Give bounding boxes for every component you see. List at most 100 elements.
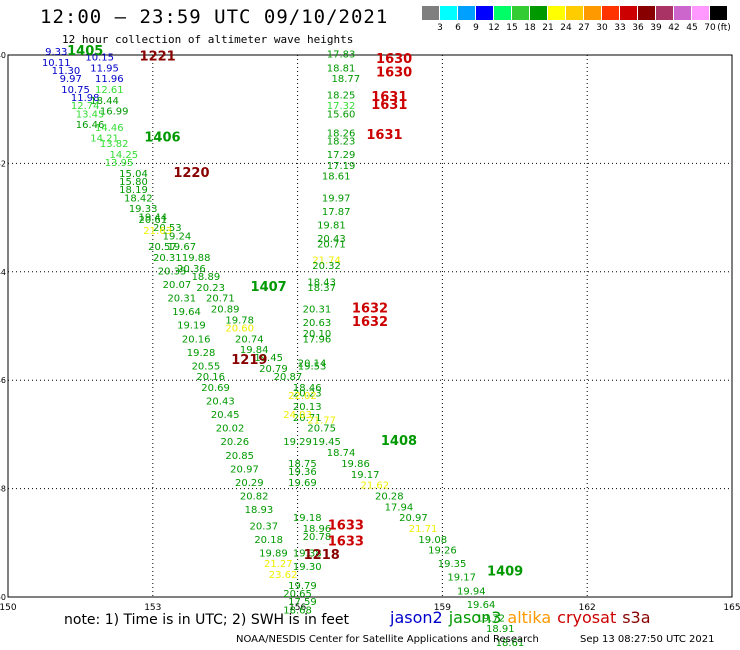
wave-height-label: 13.45 <box>76 109 105 120</box>
lat-tick-label: 40 <box>0 51 6 60</box>
pass-time-label: 1218 <box>304 548 340 563</box>
wave-height-label: 14.21 <box>90 134 119 145</box>
color-scale-label: 9 <box>473 23 479 33</box>
wave-height-label: 16.99 <box>100 107 129 118</box>
wave-height-label: 18.26 <box>327 128 356 139</box>
wave-height-label: 19.17 <box>447 573 476 584</box>
wave-height-label: 20.61 <box>138 215 167 226</box>
wave-height-label: 16.46 <box>76 120 105 131</box>
wave-height-label: 19.86 <box>341 459 370 470</box>
wave-height-label: 19.30 <box>293 562 322 573</box>
wave-height-label: 11.30 <box>52 66 81 77</box>
wave-height-label: 9.33 <box>45 47 67 58</box>
wave-height-label: 21.27 <box>264 559 293 570</box>
color-scale-label: 39 <box>650 23 662 33</box>
color-scale-label: 42 <box>668 23 680 33</box>
color-scale-label: 36 <box>632 23 644 33</box>
color-swatch <box>458 6 475 20</box>
wave-height-label: 15.80 <box>119 177 148 188</box>
wave-height-label: 20.31 <box>153 253 182 264</box>
wave-height-label: 20.79 <box>259 364 288 375</box>
wave-height-label: 21.63 <box>143 226 172 237</box>
color-scale-label: 12 <box>488 23 500 33</box>
wave-height-label: 19.44 <box>138 212 167 223</box>
color-swatch <box>674 6 691 20</box>
wave-height-label: 20.29 <box>235 478 264 489</box>
wave-height-label: 20.71 <box>317 239 346 250</box>
color-swatch <box>566 6 583 20</box>
wave-height-label: 18.75 <box>288 459 317 470</box>
color-scale-label: 33 <box>614 23 626 33</box>
wave-height-label: 18.81 <box>327 63 356 74</box>
wave-height-label: 20.18 <box>254 535 283 546</box>
wave-height-label: 19.78 <box>225 315 254 326</box>
credit-line: NOAA/NESDIS Center for Satellite Applica… <box>236 634 539 645</box>
wave-height-label: 19.88 <box>182 253 211 264</box>
wave-height-label: 20.97 <box>399 513 428 524</box>
wave-height-label: 18.61 <box>322 172 351 183</box>
wave-height-label: 19.45 <box>254 353 283 364</box>
pass-time-label: 1630 <box>376 52 412 67</box>
wave-height-label: 13.95 <box>105 158 134 169</box>
wave-height-label: 20.87 <box>274 372 303 383</box>
wave-height-label: 19.72 <box>476 613 505 624</box>
wave-height-label: 20.31 <box>167 294 196 305</box>
color-scale-label: 27 <box>578 23 590 33</box>
wave-height-label: 17.29 <box>327 150 356 161</box>
color-scale-label: 18 <box>524 23 536 33</box>
wave-height-label: 10.15 <box>85 52 114 63</box>
wave-height-label: 20.37 <box>249 521 278 532</box>
wave-height-label: 19.53 <box>298 361 327 372</box>
wave-height-label: 20.02 <box>216 424 245 435</box>
wave-height-label: 17.96 <box>303 334 332 345</box>
wave-height-label: 20.36 <box>177 264 206 275</box>
color-swatch <box>656 6 673 20</box>
lat-tick-label: 42 <box>0 159 6 168</box>
lon-tick-label: 150 <box>0 603 17 613</box>
pass-time-label: 1633 <box>328 535 364 550</box>
wave-height-label: 18.43 <box>307 277 336 288</box>
wave-height-label: 10.75 <box>61 85 90 96</box>
lat-tick-label: 44 <box>0 268 6 277</box>
wave-height-label: 20.14 <box>298 359 327 370</box>
pass-time-label: 1406 <box>144 131 180 146</box>
wave-height-label: 20.89 <box>211 304 240 315</box>
wave-height-label: 20.74 <box>235 334 264 345</box>
wave-height-label: 19.69 <box>288 478 317 489</box>
wave-height-label: 19.19 <box>177 321 206 332</box>
wave-height-label: 22.02 <box>288 391 317 402</box>
wave-height-label: 17.87 <box>322 207 351 218</box>
wave-height-label: 20.28 <box>375 491 404 502</box>
wave-height-label: 21.71 <box>409 524 438 535</box>
wave-height-label: 18.96 <box>303 524 332 535</box>
legend-item-jason3: jason3 <box>448 608 502 627</box>
wave-height-label: 20.78 <box>303 532 332 543</box>
wave-height-label: 17.32 <box>327 101 356 112</box>
color-swatch <box>548 6 565 20</box>
wave-height-label: 19.29 <box>283 437 312 448</box>
wave-height-label: 19.94 <box>457 586 486 597</box>
map-frame <box>7 54 733 598</box>
wave-height-label: 20.43 <box>317 234 346 245</box>
wave-height-label: 19.35 <box>438 559 467 570</box>
wave-height-label: 20.32 <box>312 261 341 272</box>
wave-height-label: 19.97 <box>322 193 351 204</box>
wave-height-label: 14.25 <box>110 150 139 161</box>
pass-time-label: 1219 <box>231 353 267 368</box>
pass-time-label: 1632 <box>352 301 388 316</box>
wave-height-label: 20.23 <box>196 283 225 294</box>
color-swatch <box>602 6 619 20</box>
legend-item-s3a: s3a <box>622 608 651 627</box>
wave-height-label: 20.71 <box>293 413 322 424</box>
wave-height-label: 18.74 <box>327 448 356 459</box>
generated-timestamp: Sep 13 08:27:50 UTC 2021 <box>580 634 715 645</box>
color-scale-label: 24 <box>560 23 572 33</box>
color-scale-label: 70 <box>704 23 716 33</box>
wave-height-label: 18.25 <box>327 90 356 101</box>
wave-height-label: 11.98 <box>71 93 100 104</box>
wave-height-label: 24.03 <box>283 410 312 421</box>
wave-height-label: 20.43 <box>206 397 235 408</box>
wave-height-label: 20.10 <box>303 329 332 340</box>
wave-height-label: 18.89 <box>192 272 221 283</box>
pass-time-label: 1405 <box>67 44 103 59</box>
